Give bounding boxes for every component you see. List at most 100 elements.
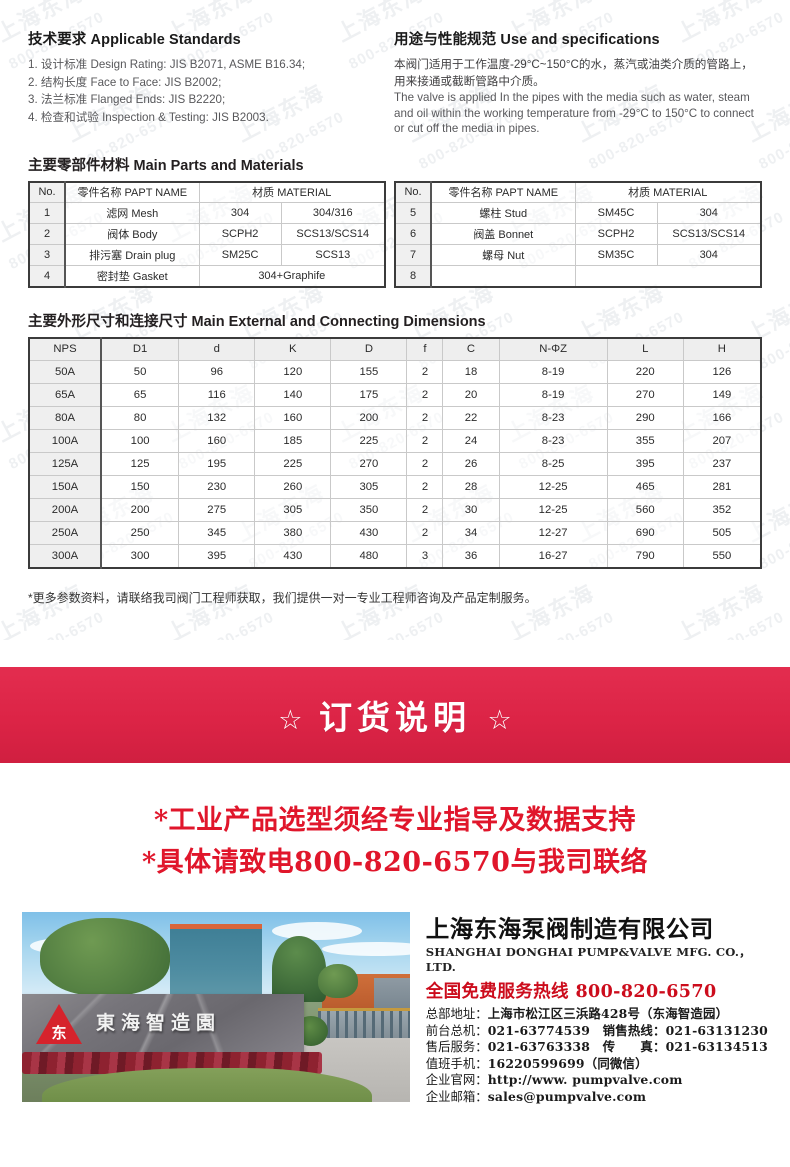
cell-material-1: SCPH2 <box>574 223 658 245</box>
cell-value: 8-19 <box>498 383 608 407</box>
cell-value: 28 <box>442 475 500 499</box>
watermark-number: 800-820-6570 <box>346 609 447 640</box>
cell-value: 100 <box>100 429 180 453</box>
table-row: 100A 100 160 185 225 2 24 8-23 355 207 <box>29 429 761 453</box>
column-header-l: L <box>606 337 684 361</box>
cell-value: 50 <box>100 360 180 384</box>
contact-label: 企业官网： <box>425 1072 488 1088</box>
cell-material-2: SCS13/SCS14 <box>280 223 386 245</box>
cell-part-name: 密封垫 Gasket <box>64 265 200 287</box>
cell-value: 395 <box>178 544 256 568</box>
parts-heading: 主要零部件材料 Main Parts and Materials <box>28 154 762 175</box>
cell-value: 550 <box>682 544 761 568</box>
cell-value: 24 <box>442 429 500 453</box>
cell-value: 275 <box>178 498 256 522</box>
photo-glass-building <box>170 924 262 996</box>
table-row: 1 滤网 Mesh 304 304/316 <box>29 202 386 224</box>
footnote: *更多参数资料，请联络我司阀门工程师获取，我们提供一对一专业工程师咨询及产品定制… <box>28 590 537 605</box>
standards-heading-cn: 技术要求 <box>28 32 87 48</box>
cell-value: 2 <box>406 452 444 476</box>
cell-value: 100A <box>29 429 102 453</box>
table-row: 50A 50 96 120 155 2 18 8-19 220 126 <box>29 360 761 384</box>
parts-heading-cn: 主要零部件材料 <box>28 157 130 174</box>
standards-heading-en: Applicable Standards <box>90 32 241 48</box>
standards-heading: 技术要求 Applicable Standards <box>28 28 386 49</box>
column-header-no: No. <box>29 181 66 203</box>
standards-item: 3. 法兰标准 Flanged Ends: JIS B2220; <box>28 93 226 106</box>
cell-value: 36 <box>442 544 500 568</box>
cell-no: 3 <box>29 244 66 266</box>
contact-item: 总部地址：上海市松江区三浜路428号（东海智造园） <box>426 1006 768 1023</box>
footer-block: 東海智造園 上海东海泵阀制造有限公司 SHANGHAI DONGHAI PUMP… <box>0 912 790 1112</box>
cell-value: 2 <box>406 429 444 453</box>
cell-value: 125 <box>100 452 180 476</box>
standards-list: 1. 设计标准 Design Rating: JIS B2071, ASME B… <box>28 56 386 126</box>
parts-heading-en: Main Parts and Materials <box>133 157 304 174</box>
specification-document: 技术要求 Applicable Standards 1. 设计标准 Design… <box>28 28 762 605</box>
cell-value: 20 <box>442 383 500 407</box>
order-note-line-2: *具体请致电800-820-6570与我司联络 <box>142 847 648 878</box>
cell-value: 12-27 <box>498 521 608 545</box>
cell-value: 125A <box>29 452 102 476</box>
table-row: 6 阀盖 Bonnet SCPH2 SCS13/SCS14 <box>395 223 761 245</box>
cell-material-2: SCS13/SCS14 <box>656 223 761 245</box>
company-hotline: 全国免费服务热线 800-820-6570 <box>426 978 768 1003</box>
banner-title: ☆ 订货说明 ☆ <box>278 691 511 739</box>
cell-value: 22 <box>442 406 500 430</box>
cell-part-name: 螺母 Nut <box>430 244 576 266</box>
cell-value: 8-25 <box>498 452 608 476</box>
contact-label: 前台总机： <box>425 1022 488 1038</box>
cell-value: 65A <box>29 383 102 407</box>
cell-material-1: 304 <box>198 202 282 224</box>
table-row: 65A 65 116 140 175 2 20 8-19 270 149 <box>29 383 761 407</box>
cell-value: 290 <box>606 406 684 430</box>
cell-value: 120 <box>254 360 332 384</box>
cell-value: 65 <box>100 383 180 407</box>
cell-value: 18 <box>442 360 500 384</box>
cell-value: 260 <box>254 475 332 499</box>
watermark-number: 800-820-6570 <box>6 609 107 640</box>
standards-item: 2. 结构长度 Face to Face: JIS B2002; <box>28 75 222 89</box>
cell-value: 132 <box>178 406 256 430</box>
dimensions-heading-en: Main External and Connecting Dimensions <box>191 313 486 330</box>
cell-part-name: 滤网 Mesh <box>64 202 200 224</box>
cell-part-name: 螺柱 Stud <box>430 202 576 224</box>
cell-value: 430 <box>330 521 408 545</box>
cell-value: 155 <box>330 360 408 384</box>
cell-value: 8-23 <box>498 429 608 453</box>
company-info: 上海东海泵阀制造有限公司 SHANGHAI DONGHAI PUMP&VALVE… <box>426 912 768 1112</box>
contact-label: 总部地址： <box>425 1006 488 1021</box>
cell-value: 480 <box>330 544 408 568</box>
cell-no: 2 <box>29 223 66 245</box>
cell-value: 26 <box>442 452 500 476</box>
photo-gate <box>318 1008 410 1042</box>
cell-no: 8 <box>395 265 433 287</box>
standards-item: 4. 检查和试验 Inspection & Testing: JIS B2003… <box>28 110 269 124</box>
cell-material-2: 304 <box>656 244 761 266</box>
hotline-label: 全国免费服务热线 <box>425 982 569 1002</box>
cell-value: 230 <box>178 475 256 499</box>
table-row: 200A 200 275 305 350 2 30 12-25 560 352 <box>29 498 761 522</box>
cell-material-1: SCPH2 <box>198 223 282 245</box>
table-row: 80A 80 132 160 200 2 22 8-23 290 166 <box>29 406 761 430</box>
column-header-nz: N-ΦZ <box>498 337 608 361</box>
parts-table-right-wrap: No. 零件名称 PAPT NAME 材质 MATERIAL 5 螺柱 Stud SM45… <box>394 180 762 288</box>
column-header-part-name: 零件名称 PAPT NAME <box>64 181 200 203</box>
contact-value: http://www. pumpvalve.com <box>487 1072 683 1088</box>
dimensions-heading: 主要外形尺寸和连接尺寸 Main External and Connecting… <box>28 310 762 331</box>
watermark-number: 800-820-6570 <box>176 609 277 640</box>
cell-value: 225 <box>330 429 408 453</box>
cell-value: 505 <box>682 521 761 545</box>
cell-value: 305 <box>330 475 408 499</box>
table-row: 150A 150 230 260 305 2 28 12-25 465 281 <box>29 475 761 499</box>
cell-value: 395 <box>606 452 684 476</box>
parts-table-left-wrap: No. 零件名称 PAPT NAME 材质 MATERIAL 1 滤网 Mesh 304 3… <box>28 180 387 288</box>
cell-material-2: 304 <box>656 202 761 224</box>
cell-value: 225 <box>254 452 332 476</box>
cell-no: 6 <box>395 223 433 245</box>
standards-column: 技术要求 Applicable Standards 1. 设计标准 Design… <box>28 28 386 137</box>
donghai-logo-icon <box>36 1004 82 1044</box>
cell-part-name: 阀体 Body <box>64 223 200 245</box>
